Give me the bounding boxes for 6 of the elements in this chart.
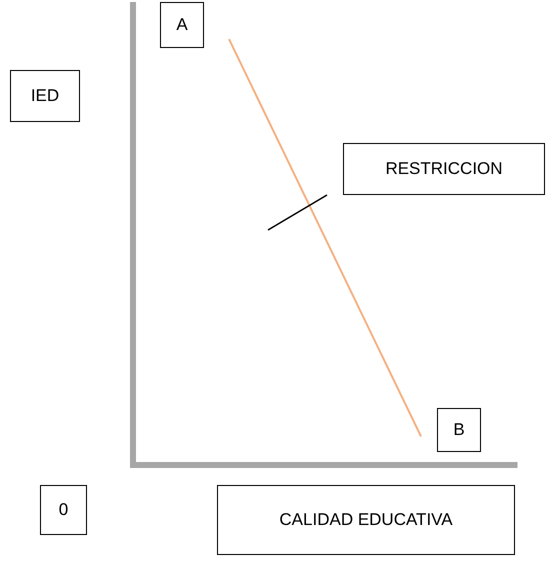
text-box: CALIDAD EDUCATIVA xyxy=(217,485,515,555)
text-box: IED xyxy=(10,70,80,122)
text-box: A xyxy=(160,2,204,48)
text-box: RESTRICCION xyxy=(343,143,545,195)
text-box: 0 xyxy=(40,485,87,535)
text-box: B xyxy=(437,408,481,452)
